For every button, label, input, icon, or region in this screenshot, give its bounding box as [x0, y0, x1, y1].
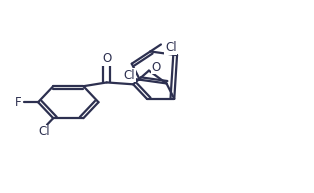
- Text: Cl: Cl: [124, 69, 135, 82]
- Text: Cl: Cl: [165, 41, 177, 54]
- Text: O: O: [102, 52, 111, 65]
- Text: Cl: Cl: [38, 125, 50, 138]
- Text: O: O: [151, 61, 160, 74]
- Text: F: F: [15, 96, 22, 109]
